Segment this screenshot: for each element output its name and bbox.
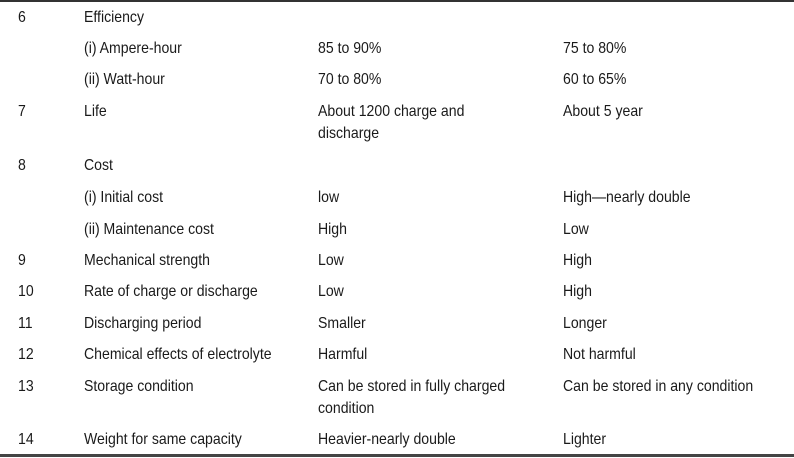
row-number: 11 — [18, 315, 33, 332]
row-number: 10 — [18, 283, 34, 300]
row-value-a: Heavier-nearly double — [318, 431, 456, 448]
row-value-b: 60 to 65% — [563, 71, 627, 88]
row-value-b: High — [563, 283, 592, 300]
row-value-b: Can be stored in any condition — [563, 378, 754, 395]
row-parameter: (i) Initial cost — [84, 189, 164, 206]
table-bottom-rule — [0, 454, 794, 457]
row-value-a: Harmful — [318, 346, 368, 363]
row-parameter: Rate of charge or discharge — [84, 283, 258, 300]
row-parameter: Mechanical strength — [84, 252, 211, 269]
row-value-a: About 1200 charge and — [318, 103, 465, 120]
row-number: 9 — [18, 252, 26, 269]
row-parameter: Weight for same capacity — [84, 431, 242, 448]
row-parameter: (ii) Maintenance cost — [84, 221, 214, 238]
row-parameter: Life — [84, 103, 107, 120]
row-number: 6 — [18, 9, 26, 26]
row-number: 12 — [18, 346, 34, 363]
row-value-a-continued: condition — [318, 400, 375, 417]
row-parameter: (i) Ampere-hour — [84, 40, 182, 57]
row-parameter: Efficiency — [84, 9, 145, 26]
row-value-b: Not harmful — [563, 346, 636, 363]
row-parameter: Storage condition — [84, 378, 194, 395]
row-number: 8 — [18, 157, 26, 174]
row-value-b: Lighter — [563, 431, 607, 448]
row-parameter: Cost — [84, 157, 113, 174]
row-number: 13 — [18, 378, 34, 395]
row-value-a: low — [318, 189, 340, 206]
row-value-a-continued: discharge — [318, 125, 380, 142]
row-value-b: 75 to 80% — [563, 40, 627, 57]
row-parameter: Chemical effects of electrolyte — [84, 346, 272, 363]
row-value-a: High — [318, 221, 347, 238]
table-top-rule — [0, 0, 794, 2]
row-value-b: Longer — [563, 315, 607, 332]
row-value-b: Low — [563, 221, 589, 238]
row-value-a: Low — [318, 252, 344, 269]
row-value-b: High — [563, 252, 592, 269]
row-value-b: About 5 year — [563, 103, 643, 120]
row-parameter: Discharging period — [84, 315, 202, 332]
row-value-a: Smaller — [318, 315, 366, 332]
row-value-a: Low — [318, 283, 344, 300]
row-value-b: High—nearly double — [563, 189, 691, 206]
row-value-a: 70 to 80% — [318, 71, 382, 88]
row-number: 14 — [18, 431, 34, 448]
row-parameter: (ii) Watt-hour — [84, 71, 165, 88]
row-value-a: Can be stored in fully charged — [318, 378, 506, 395]
row-number: 7 — [18, 103, 26, 120]
row-value-a: 85 to 90% — [318, 40, 382, 57]
